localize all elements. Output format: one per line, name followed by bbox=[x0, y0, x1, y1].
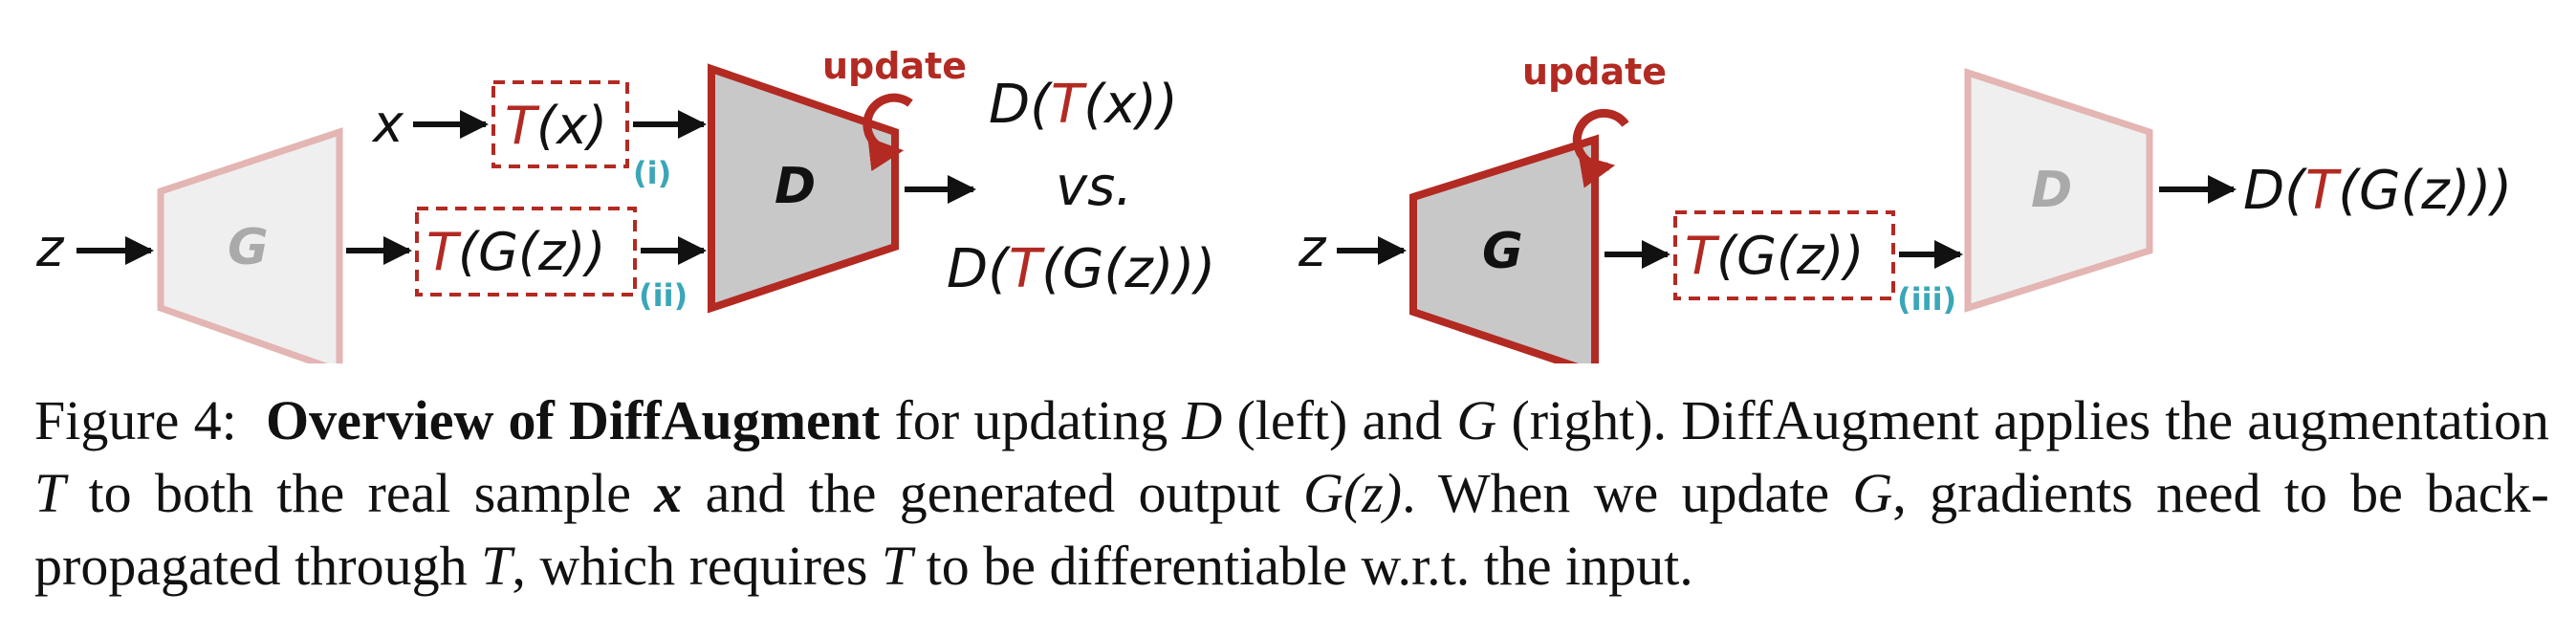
left-input-z: z bbox=[35, 218, 65, 278]
left-discriminator-block bbox=[708, 63, 899, 314]
right-discriminator-label: D bbox=[2031, 162, 2072, 219]
right-input-z: z bbox=[1298, 218, 1327, 278]
figure-label: Figure 4: bbox=[34, 389, 237, 451]
left-discriminator-label: D bbox=[775, 158, 816, 215]
right-output: D(T(G(z))) bbox=[2243, 160, 2512, 222]
caption-symbol: T bbox=[481, 535, 513, 597]
caption-text: and the generated output bbox=[682, 462, 1303, 524]
right-panel: z G update T(G(z)) (iii) D D(T(G(z))) bbox=[1298, 51, 2512, 363]
left-update-arrow-icon bbox=[862, 93, 913, 172]
left-vs-label: vs. bbox=[1056, 156, 1132, 218]
caption-symbol: D bbox=[1182, 389, 1223, 451]
caption-symbol: T bbox=[34, 462, 66, 524]
caption-text: to both the real sample bbox=[65, 462, 655, 524]
left-tag-i: (i) bbox=[633, 155, 671, 191]
caption-text: (left) and bbox=[1222, 389, 1457, 451]
right-aug-box bbox=[1673, 210, 1895, 300]
left-generator-block bbox=[157, 127, 343, 363]
caption-symbol: G bbox=[1852, 462, 1893, 524]
figure-caption: Figure 4: Overview of DiffAugment for up… bbox=[34, 384, 2549, 603]
left-output-real: D(T(x)) bbox=[989, 74, 1178, 136]
caption-text: for updating bbox=[880, 389, 1183, 451]
right-aug-text: T(G(z)) bbox=[1685, 226, 1864, 286]
left-generator-label: G bbox=[228, 219, 269, 276]
caption-symbol: G bbox=[1456, 389, 1497, 451]
left-output-fake: D(T(G(z))) bbox=[947, 238, 1215, 300]
caption-symbol: T bbox=[881, 535, 913, 597]
caption-title: Overview of DiffAugment bbox=[266, 389, 881, 451]
right-discriminator-block bbox=[1964, 68, 2153, 313]
caption-text: (right). DiffAugment applies the augment… bbox=[1496, 389, 2549, 451]
left-panel: z G x T(x) (i) T(G(z)) (ii) D update D(T… bbox=[35, 45, 1215, 363]
caption-text: to be differentiable w.r.t. the input. bbox=[912, 535, 1693, 597]
caption-text: , which requires bbox=[512, 535, 882, 597]
right-update-label: update bbox=[1522, 51, 1667, 93]
left-input-x: x bbox=[371, 94, 404, 154]
caption-symbol: G(z) bbox=[1302, 462, 1403, 524]
left-aug-gz-text: T(G(z)) bbox=[426, 222, 605, 282]
left-tag-ii: (ii) bbox=[639, 277, 688, 314]
caption-text: , gradients need to be back-propagated t… bbox=[34, 462, 2549, 597]
left-aug-x-box bbox=[491, 80, 629, 168]
caption-text: . When we update bbox=[1402, 462, 1853, 524]
right-generator-block bbox=[1409, 134, 1599, 363]
right-tag-iii: (iii) bbox=[1897, 281, 1956, 318]
left-aug-x-text: T(x) bbox=[505, 96, 607, 156]
diffaugment-diagram: z G x T(x) (i) T(G(z)) (ii) D update D(T… bbox=[35, 45, 2512, 363]
left-aug-gz-box bbox=[415, 207, 637, 297]
right-generator-label: G bbox=[1482, 223, 1523, 280]
right-update-arrow-icon bbox=[1572, 108, 1629, 188]
left-update-label: update bbox=[822, 45, 967, 87]
caption-symbol: x bbox=[654, 462, 683, 524]
